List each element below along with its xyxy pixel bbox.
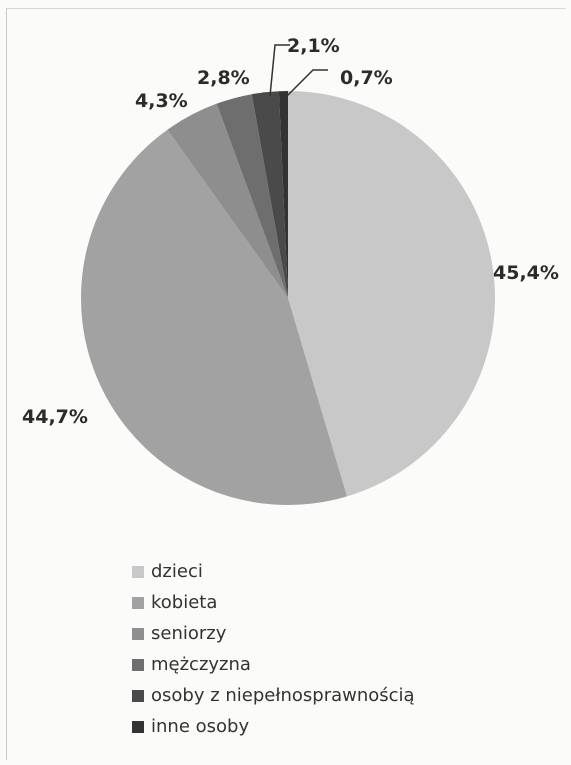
data-label-mezczyzna: 2,8% xyxy=(197,67,250,89)
pie-slice-seniorzy xyxy=(167,103,288,298)
pie-slice-kobieta xyxy=(80,129,347,505)
legend-label: seniorzy xyxy=(151,623,227,644)
legend-item-mezczyzna: mężczyzna xyxy=(132,649,415,680)
data-label-kobieta: 44,7% xyxy=(22,406,88,428)
pie-slice-mezczyzna xyxy=(216,94,288,298)
legend-item-kobieta: kobieta xyxy=(132,587,415,618)
legend-item-seniorzy: seniorzy xyxy=(132,618,415,649)
legend-label: inne osoby xyxy=(151,716,250,737)
legend: dzieci kobieta seniorzy mężczyzna osoby z ni… xyxy=(132,556,415,742)
legend-label: mężczyzna xyxy=(151,654,251,675)
pie-slice-inne-osoby xyxy=(278,91,288,298)
legend-item-osoby-z-niepelnosprawnoscia: osoby z niepełnosprawnością xyxy=(132,680,415,711)
legend-label: kobieta xyxy=(151,592,218,613)
legend-swatch xyxy=(132,565,144,578)
leader-line-inne-osoby xyxy=(286,69,328,97)
legend-swatch xyxy=(132,627,144,640)
legend-swatch xyxy=(132,658,144,671)
legend-swatch xyxy=(132,689,144,702)
legend-swatch xyxy=(132,720,144,733)
chart-frame xyxy=(6,8,566,760)
data-label-seniorzy: 4,3% xyxy=(135,90,188,112)
pie-slice-osoby-z-niepelnosprawnoscia xyxy=(251,91,288,298)
pie-slice-dzieci xyxy=(288,91,495,497)
legend-item-dzieci: dzieci xyxy=(132,556,415,587)
data-label-dzieci: 45,4% xyxy=(493,262,559,284)
legend-item-inne-osoby: inne osoby xyxy=(132,711,415,742)
legend-label: dzieci xyxy=(151,561,203,582)
leader-line-osoby-z-niepelnosprawnoscia xyxy=(269,44,290,97)
data-label-osoby-z-niepelnosprawnoscia: 2,1% xyxy=(287,35,340,57)
data-label-inne-osoby: 0,7% xyxy=(340,67,393,89)
legend-label: osoby z niepełnosprawnością xyxy=(151,685,415,706)
legend-swatch xyxy=(132,596,144,609)
